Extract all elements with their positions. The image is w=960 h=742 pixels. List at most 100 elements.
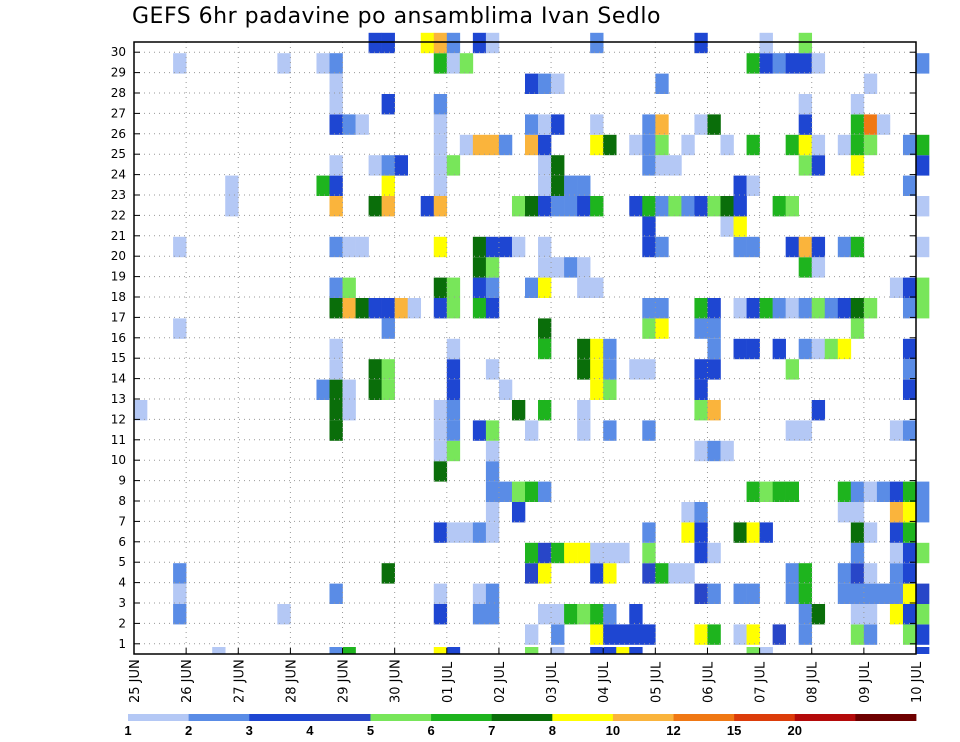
data-cell [902, 502, 917, 523]
data-cell [472, 134, 487, 156]
data-cell [342, 298, 356, 319]
data-cell [798, 298, 813, 319]
data-cell [538, 236, 552, 258]
data-cell [889, 502, 904, 523]
data-cell [525, 420, 539, 441]
data-cell [446, 440, 461, 462]
data-cell [433, 196, 448, 217]
data-cell [798, 53, 813, 74]
y-tick-label: 22 [111, 208, 126, 222]
data-cell [603, 563, 617, 584]
data-cell [642, 624, 656, 645]
data-cell [642, 196, 656, 217]
data-cell [863, 563, 878, 584]
data-cell [538, 257, 552, 278]
data-cell [433, 155, 448, 176]
data-cell [551, 542, 565, 564]
data-cell [746, 647, 760, 654]
data-cell [433, 236, 448, 258]
data-cell [433, 114, 448, 135]
x-tick-label: 28 JUN [284, 659, 299, 703]
data-cell [889, 277, 904, 298]
y-tick-label: 20 [111, 249, 126, 263]
data-cell [733, 236, 747, 258]
data-cell [603, 359, 617, 380]
data-cell [329, 647, 343, 654]
data-cell [381, 379, 395, 400]
data-cell [225, 175, 239, 196]
data-cell [668, 196, 682, 217]
data-cell [590, 277, 604, 298]
data-cell [511, 236, 526, 258]
data-cell [433, 420, 448, 441]
data-cell [368, 379, 382, 400]
data-cell [433, 400, 448, 421]
data-cell [590, 196, 604, 217]
data-cell [446, 338, 461, 360]
colorbar-label: 12 [666, 723, 680, 738]
data-cell [694, 583, 708, 604]
data-cell [850, 604, 865, 625]
y-tick-label: 15 [111, 351, 126, 365]
data-cell [538, 604, 552, 625]
data-cell [798, 134, 813, 156]
data-cell [863, 604, 878, 625]
data-cell [603, 542, 617, 564]
y-tick-label: 12 [111, 412, 126, 426]
data-cell [733, 583, 747, 604]
data-cell [316, 175, 330, 196]
data-cell [433, 134, 448, 156]
data-cell [564, 196, 578, 217]
colorbar-swatch [734, 714, 796, 721]
data-cell [772, 53, 786, 74]
data-cell [889, 481, 904, 502]
data-cell [889, 420, 904, 441]
data-cell [590, 624, 604, 645]
data-cell [863, 298, 878, 319]
data-cell [329, 338, 343, 360]
data-cell [811, 338, 826, 360]
data-cell [655, 114, 669, 135]
data-cell [173, 563, 187, 584]
data-cell [498, 379, 513, 400]
x-tick-label: 30 JUN [389, 659, 404, 703]
data-cell [485, 604, 500, 625]
data-cell [746, 134, 760, 156]
data-cell [733, 522, 747, 543]
data-cell [824, 298, 839, 319]
data-cell [446, 400, 461, 421]
data-cell [355, 236, 369, 258]
data-cell [902, 604, 917, 625]
data-cell [863, 522, 878, 543]
x-tick-label: 08 JUL [806, 661, 821, 703]
data-cell [785, 563, 799, 584]
data-cell [655, 298, 669, 319]
data-cell [746, 583, 760, 604]
data-cell [837, 338, 852, 360]
data-cell [329, 400, 343, 421]
data-cell [173, 53, 187, 74]
data-cell [694, 400, 708, 421]
data-cell [707, 338, 721, 360]
data-cell [798, 563, 813, 584]
data-cell [525, 114, 539, 135]
data-cell [863, 114, 878, 135]
data-cell [707, 440, 721, 462]
data-cell [329, 420, 343, 441]
data-cell [720, 196, 734, 217]
data-cell [577, 420, 591, 441]
data-cell [759, 32, 773, 54]
data-cell [577, 400, 591, 421]
data-cell [381, 563, 395, 584]
data-cell [590, 379, 604, 400]
data-cell [329, 298, 343, 319]
data-cell [629, 647, 643, 654]
data-cell [694, 502, 708, 523]
data-cell [538, 563, 552, 584]
data-cell [368, 298, 382, 319]
data-cell [707, 359, 721, 380]
data-cell [798, 114, 813, 135]
colorbar-swatch [855, 714, 917, 721]
data-cell [538, 318, 552, 339]
y-tick-label: 4 [118, 576, 126, 590]
